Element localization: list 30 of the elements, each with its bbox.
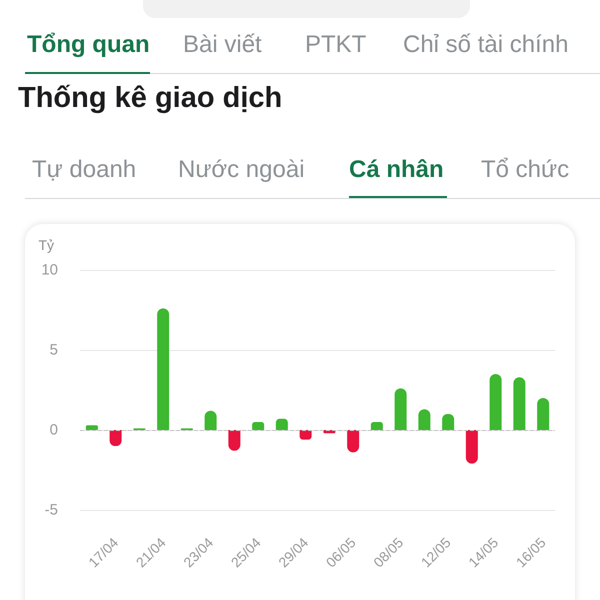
bar <box>513 377 526 430</box>
bar <box>86 425 98 430</box>
y-tick-label: 5 <box>50 342 58 358</box>
text: Nước ngoài <box>178 155 305 185</box>
chart-title: Thống kê giao dịch <box>18 81 282 116</box>
bar <box>537 398 550 430</box>
bar <box>394 388 407 430</box>
bar <box>228 430 240 451</box>
bar <box>110 430 122 446</box>
y-tick-label: -5 <box>44 502 58 518</box>
text: Tổng quan <box>27 30 150 60</box>
text: PTKT <box>305 30 366 60</box>
bar <box>490 374 502 430</box>
y-tick-label: 0 <box>50 422 58 438</box>
text: Cá nhân <box>349 155 444 185</box>
bar <box>347 430 360 452</box>
bar <box>418 409 430 430</box>
text: Tổ chức <box>481 155 570 185</box>
bar <box>157 308 170 430</box>
bar <box>276 418 288 430</box>
bar <box>300 430 312 440</box>
text: Tự doanh <box>32 155 136 185</box>
text: Chỉ số tài chính <box>403 30 568 60</box>
bar <box>466 430 478 464</box>
text: Bài viết <box>183 30 262 60</box>
bar <box>252 422 264 430</box>
bar <box>442 414 454 430</box>
bar <box>370 422 383 430</box>
y-tick-label: 10 <box>41 262 58 278</box>
y-axis-title: Tỷ <box>38 237 54 253</box>
